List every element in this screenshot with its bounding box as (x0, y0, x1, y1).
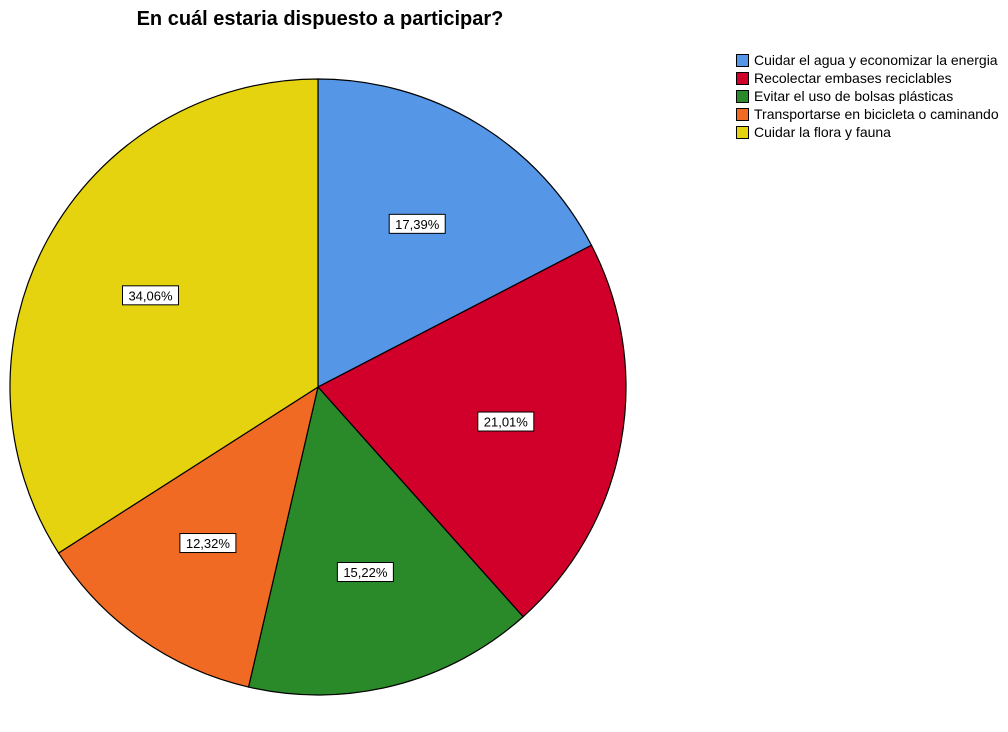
legend-item-5: Cuidar la flora y fauna (736, 124, 1008, 140)
slice-label-text: 15,22% (343, 565, 388, 580)
slice-label-box (179, 533, 237, 554)
slice-label-4: 12,32% (179, 533, 237, 554)
slice-label-text: 21,01% (484, 415, 529, 430)
slice-label-box (388, 213, 446, 234)
legend: Cuidar el agua y economizar la energia Re… (736, 52, 1008, 142)
pie-slice-5 (9, 78, 319, 554)
legend-label: Recolectar embases reciclables (754, 70, 952, 86)
legend-swatch (736, 108, 749, 121)
legend-swatch (736, 90, 749, 103)
legend-swatch (736, 126, 749, 139)
legend-label: Transportarse en bicicleta o caminando (754, 106, 999, 122)
legend-label: Cuidar el agua y economizar la energia (754, 52, 998, 68)
chart-title: En cuál estaria dispuesto a participar? (136, 8, 504, 30)
pie-slice-2 (317, 244, 627, 618)
legend-label: Cuidar la flora y fauna (754, 124, 891, 140)
legend-label: Evitar el uso de bolsas plásticas (754, 88, 954, 104)
slice-label-box (336, 561, 394, 582)
legend-item-1: Cuidar el agua y economizar la energia (736, 52, 1008, 68)
slice-label-1: 17,39% (388, 213, 446, 234)
pie-slices (9, 78, 627, 696)
slice-label-5: 34,06% (121, 285, 179, 306)
slice-label-text: 34,06% (128, 288, 173, 303)
legend-item-3: Evitar el uso de bolsas plásticas (736, 88, 1008, 104)
legend-swatch (736, 72, 749, 85)
slice-label-2: 21,01% (477, 411, 535, 432)
slice-label-text: 17,39% (395, 217, 440, 232)
slice-label-box (477, 411, 535, 432)
slice-label-3: 15,22% (336, 561, 394, 582)
pie-slice-1 (317, 78, 593, 388)
slice-label-text: 12,32% (186, 536, 231, 551)
pie-slice-labels: 17,39% 21,01% 15,22% 12,32% 34,06% (121, 213, 535, 582)
legend-item-2: Recolectar embases reciclables (736, 70, 1008, 86)
slice-label-box (121, 285, 179, 306)
pie-slice-3 (247, 385, 524, 696)
legend-item-4: Transportarse en bicicleta o caminando (736, 106, 1008, 122)
legend-swatch (736, 54, 749, 67)
